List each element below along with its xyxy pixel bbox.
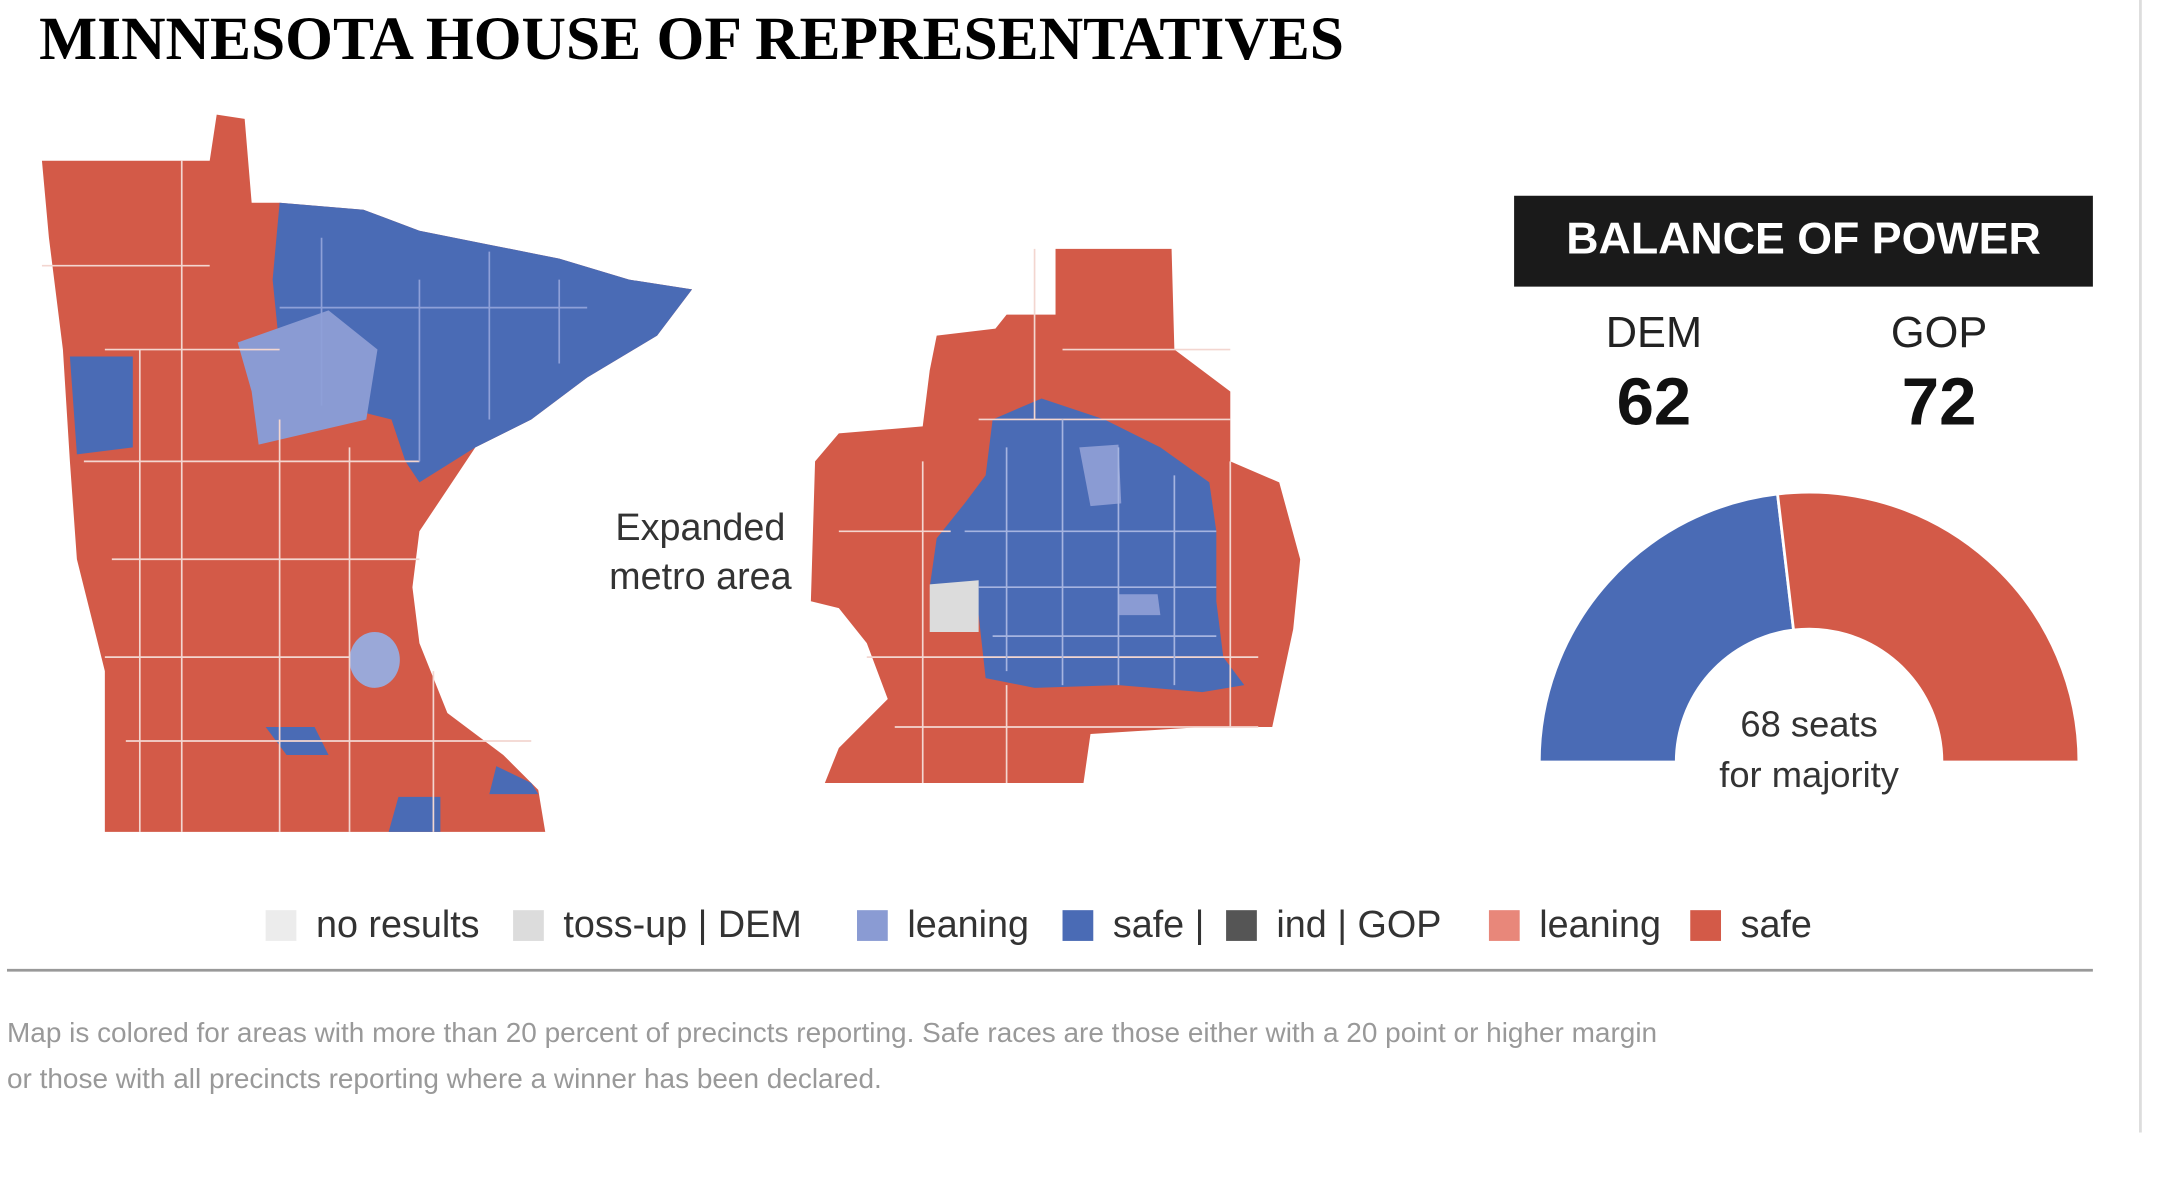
balance-title: BALANCE OF POWER [1566, 215, 2041, 264]
state-map [41, 114, 693, 832]
legend-swatch [265, 910, 297, 941]
balance-header [1514, 195, 2093, 287]
legend-label: no results [316, 903, 480, 945]
legend-label: safe | [1113, 903, 1205, 945]
metro-label: Expanded [615, 506, 785, 548]
party-seats: 72 [1902, 365, 1977, 440]
party-name: DEM [1606, 309, 1702, 357]
legend-label: safe [1741, 903, 1812, 945]
legend-swatch [857, 910, 888, 941]
seat-arc [1537, 492, 1796, 764]
legend-label: leaning [907, 903, 1029, 945]
party-name: GOP [1891, 309, 1987, 357]
legend-label: leaning [1539, 903, 1661, 945]
footnote: or those with all precincts reporting wh… [7, 1063, 882, 1094]
legend-swatch [1226, 910, 1257, 941]
legend-swatch [1690, 910, 1722, 941]
metro-map [810, 248, 1301, 783]
metro-label: metro area [609, 555, 791, 597]
legend-label: toss-up | DEM [563, 903, 801, 945]
footnote: Map is colored for areas with more than … [7, 1017, 1657, 1048]
legend-swatch [1062, 910, 1094, 941]
party-seats: 62 [1617, 365, 1692, 440]
page-title: MINNESOTA HOUSE OF REPRESENTATIVES [39, 5, 1344, 73]
majority-text: for majority [1719, 754, 1899, 795]
legend-swatch [1488, 910, 1520, 941]
majority-text: 68 seats [1740, 704, 1877, 745]
legend-label: ind | GOP [1276, 903, 1441, 945]
seat-arc [1775, 490, 2081, 764]
legend-swatch [513, 910, 544, 941]
